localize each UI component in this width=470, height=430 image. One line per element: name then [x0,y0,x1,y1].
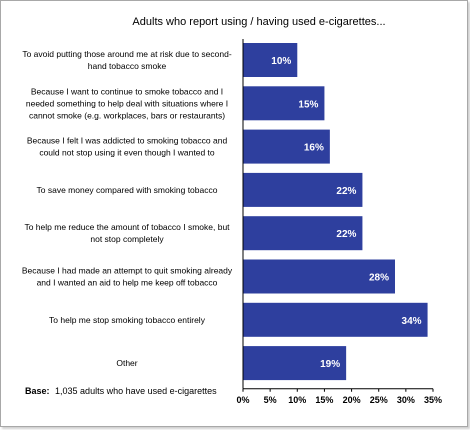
x-axis: 0% 5% 10% 15% 20% 25% 30% 35% [236,39,442,405]
category-label-line: Because I felt I was addicted to smoking… [27,136,228,146]
bar [243,172,363,207]
bar-value-label: 10% [271,56,291,67]
category-label: To help me reduce the amount of tobacco … [24,222,230,244]
bar [243,259,395,294]
footnote-label: Base: [25,386,50,396]
category-label-line: and I wanted an aid to help me keep off … [37,278,218,288]
category-label-line: To avoid putting those around me at risk… [22,49,231,59]
bar [243,43,298,77]
bar-value-label: 22% [336,186,356,197]
category-label-line: needed something to help deal with situa… [26,98,228,108]
bar-value-label: 19% [320,359,340,370]
x-tick-label: 30% [397,395,415,405]
bar [243,346,347,381]
category-label-line: not stop completely [90,234,164,244]
x-tick-label: 35% [424,395,442,405]
category-label: To save money compared with smoking toba… [37,185,218,195]
category-label: Because I want to continue to smoke toba… [26,86,228,120]
category-label-line: To save money compared with smoking toba… [37,185,218,195]
bar [243,86,325,121]
category-labels: To avoid putting those around me at risk… [22,49,233,368]
category-label-line: cannot smoke (e.g. workplaces, bars or r… [29,110,225,120]
category-label-line: Because I had made an attempt to quit sm… [22,266,233,276]
category-label-line: To help me reduce the amount of tobacco … [24,222,230,232]
bar-value-label: 16% [304,143,324,154]
category-label: Because I had made an attempt to quit sm… [22,266,233,288]
bar-value-label: 22% [336,229,356,240]
category-label: To help me stop smoking tobacco entirely [49,315,206,325]
footnote: Base: 1,035 adults who have used e-cigar… [25,386,217,396]
chart-title: Adults who report using / having used e-… [132,16,385,28]
x-tick-label: 25% [370,395,388,405]
x-tick-label: 0% [236,395,249,405]
bar-value-label: 15% [298,99,318,110]
category-label-line: Other [116,358,137,368]
category-label-line: hand tobacco smoke [88,61,167,71]
bar-value-label: 34% [402,316,422,327]
bar-value-label: 28% [369,273,389,284]
category-label-line: could not stop using it even though I wa… [39,148,215,158]
footnote-text: 1,035 adults who have used e-cigarettes [55,386,217,396]
category-label-line: Because I want to continue to smoke toba… [31,86,223,96]
bar [243,302,428,337]
bar [243,129,330,164]
x-tick-label: 10% [288,395,306,405]
x-tick-label: 5% [264,395,277,405]
category-label: Other [116,358,137,368]
bar [243,216,363,251]
bars-group: 10% 15% 16% 22% 22% 28% 34% 19% [243,43,428,381]
category-label: To avoid putting those around me at risk… [22,49,231,71]
category-label-line: To help me stop smoking tobacco entirely [49,315,206,325]
x-tick-label: 15% [315,395,333,405]
x-tick-label: 20% [343,395,361,405]
category-label: Because I felt I was addicted to smoking… [27,136,228,158]
